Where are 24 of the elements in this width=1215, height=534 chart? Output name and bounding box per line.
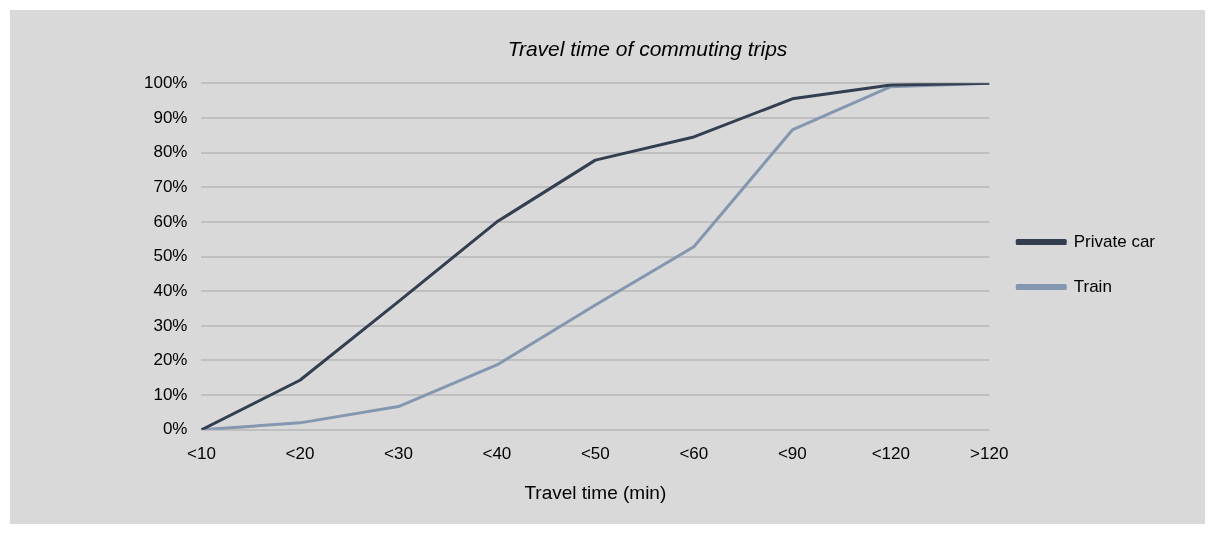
y-tick-label: 10% — [153, 384, 188, 404]
x-axis-title: Travel time (min) — [524, 481, 667, 503]
y-tick-label: 70% — [153, 176, 188, 196]
x-tick-label: <120 — [871, 443, 910, 463]
x-tick-label: <10 — [187, 443, 216, 463]
legend-label: Private car — [1073, 231, 1156, 251]
y-tick-label: 40% — [153, 280, 188, 300]
y-tick-label: 80% — [153, 142, 188, 162]
y-tick-label: 30% — [153, 315, 188, 335]
x-tick-label: <60 — [679, 443, 709, 463]
x-tick-label: <20 — [285, 443, 315, 463]
y-tick-label: 100% — [144, 72, 188, 92]
y-tick-label: 60% — [153, 211, 188, 231]
x-tick-label: <30 — [384, 443, 413, 463]
y-tick-label: 50% — [153, 246, 188, 266]
y-tick-label: 90% — [153, 107, 188, 127]
y-tick-label: 0% — [162, 419, 188, 439]
chart-title: Travel time of commuting trips — [507, 37, 788, 61]
x-tick-label: <90 — [777, 443, 807, 463]
x-tick-label: <50 — [580, 443, 610, 463]
y-tick-label: 20% — [153, 350, 188, 370]
x-tick-label: <40 — [482, 443, 512, 463]
legend-label: Train — [1073, 276, 1112, 296]
x-tick-label: >120 — [970, 443, 1009, 463]
